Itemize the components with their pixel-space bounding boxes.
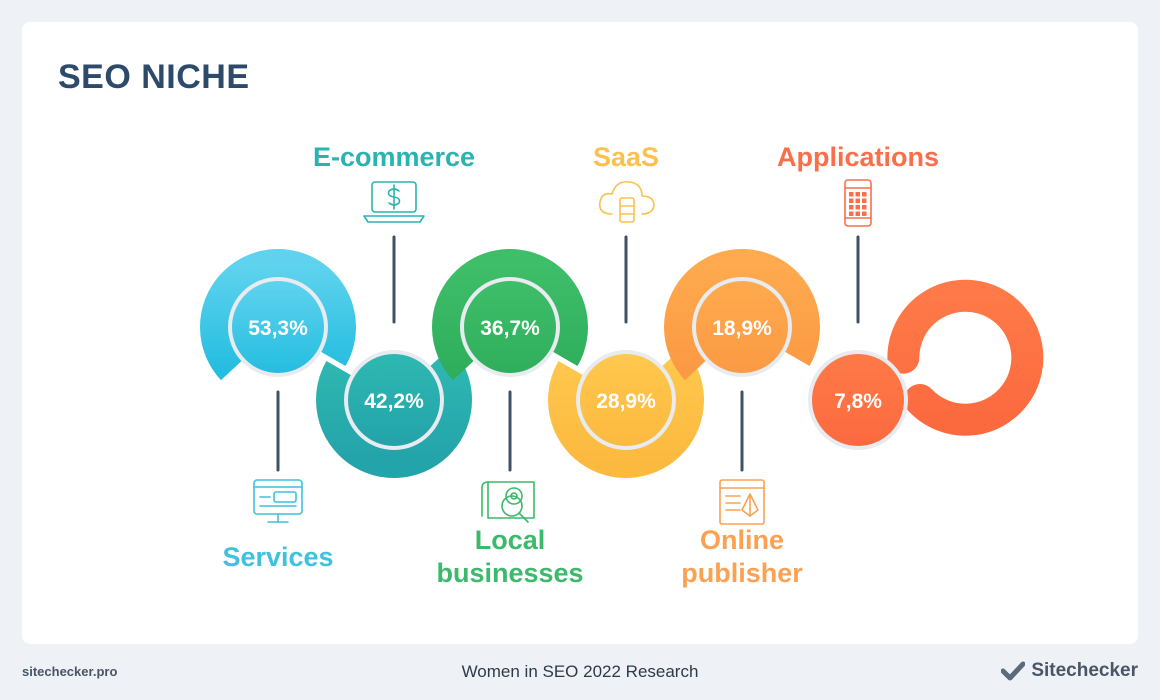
category-label-line: businesses [436, 558, 584, 588]
data-label: 42,2% [364, 390, 424, 413]
category-label: SaaS [506, 141, 746, 174]
category-label: Online publisher [622, 524, 862, 590]
brand-logo: Sitechecker [1001, 660, 1138, 682]
ring-arc [432, 249, 588, 381]
category-label: Local businesses [390, 524, 630, 590]
research-title: Women in SEO 2022 Research [461, 662, 699, 681]
value-disk [812, 354, 904, 446]
category-label-line: Applications [776, 142, 939, 172]
check-mark-icon [1001, 661, 1026, 681]
browser-window-icon [253, 479, 303, 523]
value-disk [348, 354, 440, 446]
category-label-line: Online [699, 525, 784, 555]
category-label-line: Local [474, 525, 546, 555]
ring-arc [887, 279, 1044, 436]
cloud-server-icon [598, 180, 655, 223]
value-disk [232, 281, 324, 373]
ring-arc [548, 346, 704, 478]
data-label: 36,7% [480, 317, 540, 340]
category-label-line: SaaS [592, 142, 660, 172]
data-label: 7,8% [834, 390, 882, 413]
site-url[interactable]: sitechecker.pro [22, 664, 118, 679]
ring-arc [316, 346, 472, 478]
category-label: Applications [738, 141, 978, 174]
document-pen-icon [719, 479, 765, 525]
data-label: 53,3% [248, 317, 308, 340]
category-label: Services [158, 541, 398, 574]
value-disk [696, 281, 788, 373]
value-disk [580, 354, 672, 446]
category-label: E-commerce [274, 141, 514, 174]
ring-arc [664, 249, 820, 381]
map-location-icon [481, 481, 535, 523]
brand-name: Sitechecker [1031, 660, 1138, 681]
category-label-line: E-commerce [312, 142, 476, 172]
ring-arc [200, 249, 356, 381]
category-label-line: Services [222, 542, 334, 572]
value-disk [464, 281, 556, 373]
category-label-line: publisher [681, 558, 803, 588]
data-label: 18,9% [712, 317, 772, 340]
data-label: 28,9% [596, 390, 656, 413]
smartphone-apps-icon [844, 179, 872, 227]
page-title: SEO NICHE [58, 58, 250, 96]
laptop-dollar-icon [363, 181, 425, 223]
